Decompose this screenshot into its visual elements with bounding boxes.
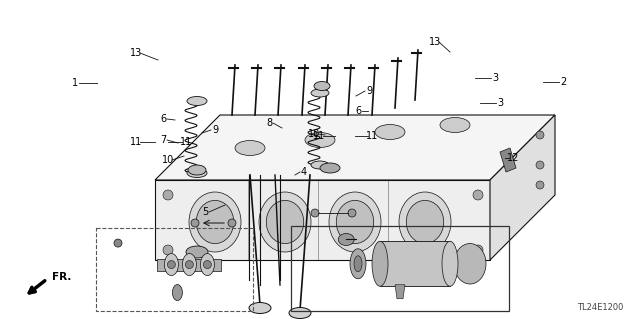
Ellipse shape <box>114 239 122 247</box>
Ellipse shape <box>320 163 340 173</box>
Text: 10: 10 <box>162 155 174 165</box>
Circle shape <box>536 131 544 139</box>
Polygon shape <box>380 241 450 286</box>
Circle shape <box>163 245 173 255</box>
Text: 9: 9 <box>366 86 372 96</box>
Ellipse shape <box>348 209 356 217</box>
Ellipse shape <box>399 192 451 252</box>
Text: 13: 13 <box>429 37 441 47</box>
Circle shape <box>473 245 483 255</box>
Text: 1: 1 <box>72 78 78 88</box>
Ellipse shape <box>338 234 354 246</box>
Circle shape <box>204 261 211 269</box>
Ellipse shape <box>454 243 486 284</box>
Ellipse shape <box>200 254 214 276</box>
Text: 3: 3 <box>497 98 503 108</box>
Ellipse shape <box>442 241 458 286</box>
Ellipse shape <box>259 192 311 252</box>
Ellipse shape <box>305 132 335 147</box>
Text: 6: 6 <box>355 106 361 116</box>
Polygon shape <box>500 148 516 172</box>
Ellipse shape <box>182 254 196 276</box>
Ellipse shape <box>354 256 362 272</box>
Ellipse shape <box>311 161 329 169</box>
Ellipse shape <box>372 241 388 286</box>
Ellipse shape <box>311 89 329 97</box>
Ellipse shape <box>164 254 179 276</box>
Text: 11: 11 <box>180 137 192 147</box>
Text: 9: 9 <box>212 125 218 135</box>
Text: 5: 5 <box>202 207 208 217</box>
Text: 2: 2 <box>560 77 566 87</box>
Ellipse shape <box>289 308 311 318</box>
Polygon shape <box>157 259 221 271</box>
Circle shape <box>473 190 483 200</box>
Circle shape <box>536 181 544 189</box>
Ellipse shape <box>336 200 374 244</box>
Text: 3: 3 <box>492 73 498 83</box>
Polygon shape <box>155 115 555 180</box>
Ellipse shape <box>188 165 206 175</box>
Ellipse shape <box>191 219 199 227</box>
Circle shape <box>163 190 173 200</box>
Ellipse shape <box>228 219 236 227</box>
Ellipse shape <box>189 192 241 252</box>
Text: 10: 10 <box>308 129 320 139</box>
Ellipse shape <box>350 249 366 279</box>
Text: TL24E1200: TL24E1200 <box>577 302 623 311</box>
Text: 12: 12 <box>507 153 519 163</box>
Ellipse shape <box>375 124 405 139</box>
Ellipse shape <box>172 285 182 300</box>
Polygon shape <box>490 115 555 260</box>
Text: 4: 4 <box>301 167 307 177</box>
Bar <box>96 228 253 311</box>
Ellipse shape <box>196 200 234 244</box>
Text: 6: 6 <box>160 114 166 124</box>
Text: 11: 11 <box>366 131 378 141</box>
Ellipse shape <box>406 200 444 244</box>
Ellipse shape <box>235 140 265 155</box>
Ellipse shape <box>249 302 271 314</box>
Text: FR.: FR. <box>52 272 72 282</box>
Text: 8: 8 <box>266 118 272 128</box>
Text: 11: 11 <box>130 137 142 147</box>
Circle shape <box>186 261 193 269</box>
Ellipse shape <box>311 209 319 217</box>
Text: 7: 7 <box>160 135 166 145</box>
Ellipse shape <box>187 168 207 177</box>
Ellipse shape <box>187 97 207 106</box>
Ellipse shape <box>440 117 470 132</box>
Polygon shape <box>395 285 405 299</box>
Ellipse shape <box>314 81 330 91</box>
Text: 13: 13 <box>130 48 142 58</box>
Bar <box>291 226 509 311</box>
Text: 11: 11 <box>313 131 325 141</box>
Circle shape <box>536 161 544 169</box>
Ellipse shape <box>186 246 208 258</box>
Ellipse shape <box>266 200 304 244</box>
Ellipse shape <box>329 192 381 252</box>
Circle shape <box>168 261 175 269</box>
Polygon shape <box>155 180 490 260</box>
